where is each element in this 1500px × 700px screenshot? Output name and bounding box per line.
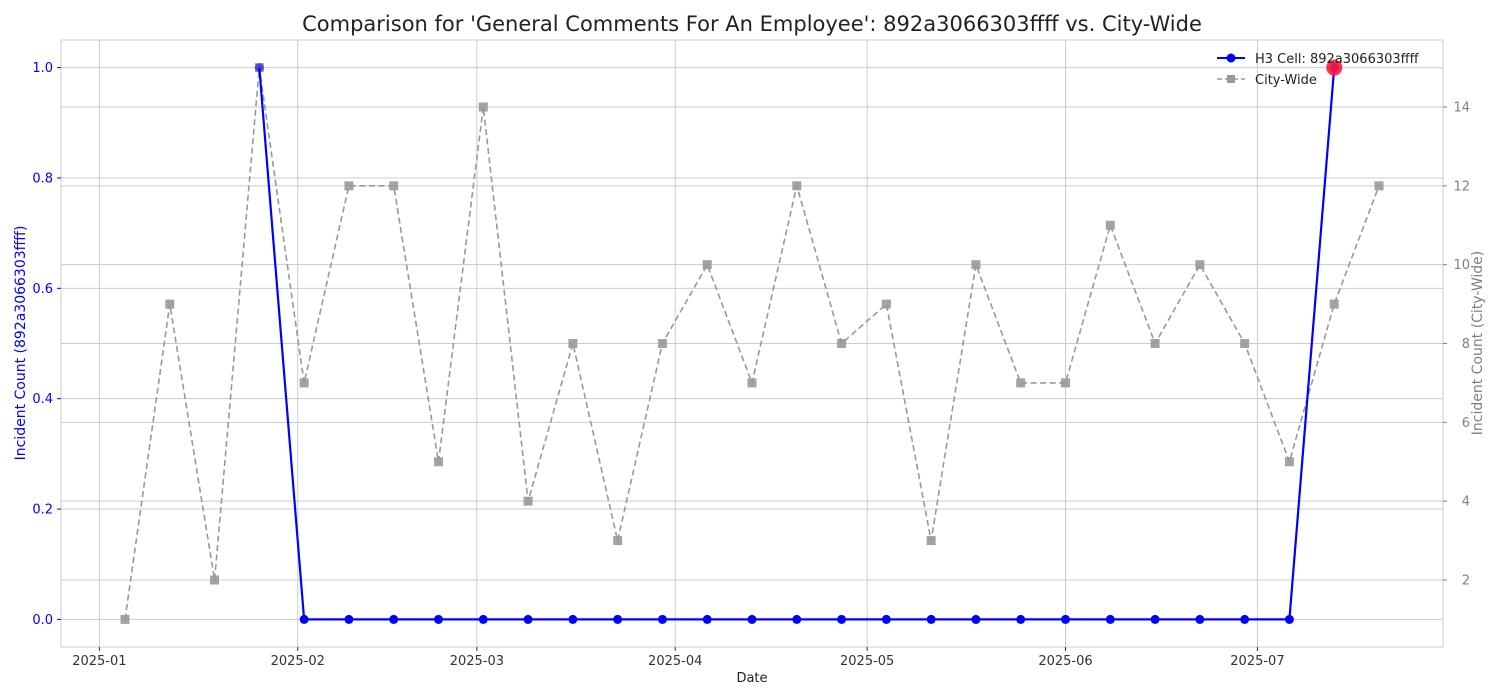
x-axis-ticks: 2025-01 2025-02 2025-03 2025-04 2025-05 2025-…	[72, 647, 1285, 669]
city-wide-point	[1195, 260, 1205, 270]
y-right-tick-label: 2	[1462, 573, 1470, 588]
h3-cell-point	[433, 614, 443, 624]
right-y-axis-label: Incident Count (City-Wide)	[1470, 251, 1486, 435]
x-tick-label: 2025-07	[1230, 654, 1284, 669]
city-wide-point	[1240, 339, 1250, 348]
y-left-tick-label: 0.8	[32, 171, 53, 186]
city-wide-point	[971, 260, 981, 270]
legend-city-label: City-Wide	[1255, 73, 1317, 88]
h3-cell-point	[344, 614, 354, 624]
city-wide-point	[568, 339, 578, 348]
y-left-tick-label: 1.0	[32, 61, 53, 76]
h3-cell-point	[389, 614, 399, 624]
h3-cell-point	[702, 614, 712, 624]
x-tick-label: 2025-04	[648, 654, 702, 669]
city-wide-point	[1105, 220, 1115, 230]
city-wide-point	[299, 378, 309, 388]
h3-cell-point	[881, 614, 891, 624]
h3-cell-point	[299, 614, 309, 624]
y-left-tick-label: 0.2	[32, 503, 53, 518]
city-wide-point	[210, 575, 220, 585]
city-wide-point	[1061, 378, 1071, 388]
h3-cell-point	[1105, 614, 1115, 624]
h3-cell-point	[792, 614, 802, 624]
legend-h3-marker	[1226, 53, 1236, 63]
y-left-tick-label: 0.6	[32, 282, 53, 297]
y-left-tick-label: 0.4	[32, 392, 53, 407]
x-axis-label: Date	[736, 671, 767, 686]
legend-entry-city: City-Wide	[1217, 73, 1317, 88]
city-wide-point	[657, 339, 667, 348]
city-wide-point	[478, 102, 488, 112]
chart-title: Comparison for 'General Comments For An …	[302, 12, 1202, 36]
city-wide-point	[1284, 457, 1294, 467]
x-tick-label: 2025-02	[271, 654, 325, 669]
h3-cell-point	[1150, 614, 1160, 624]
city-wide-point	[1329, 299, 1339, 309]
city-wide-point	[433, 457, 443, 467]
h3-cell-point	[1284, 614, 1294, 624]
y-right-tick-label: 10	[1453, 258, 1470, 273]
h3-cell-point	[1016, 614, 1026, 624]
city-wide-point	[1374, 181, 1384, 191]
y-right-tick-label: 14	[1453, 101, 1470, 116]
h3-cell-point	[478, 614, 488, 624]
city-wide-point	[747, 378, 757, 388]
h3-cell-point	[837, 614, 847, 624]
h3-cell-point	[1195, 614, 1205, 624]
legend-h3-label: H3 Cell: 892a3066303ffff	[1255, 52, 1420, 67]
x-tick-label: 2025-01	[72, 654, 126, 669]
h3-cell-point	[971, 614, 981, 624]
city-wide-point	[165, 299, 175, 309]
h3-cell-point	[926, 614, 936, 624]
legend: H3 Cell: 892a3066303ffff City-Wide	[1217, 52, 1420, 88]
h3-cell-point	[254, 63, 264, 73]
city-wide-point	[389, 181, 399, 191]
y-right-tick-label: 6	[1462, 416, 1470, 431]
legend-city-marker	[1227, 75, 1235, 83]
legend-entry-h3: H3 Cell: 892a3066303ffff	[1217, 52, 1420, 67]
y-right-tick-label: 12	[1453, 179, 1470, 194]
city-wide-point	[1150, 339, 1160, 348]
h3-cell-point	[1240, 614, 1250, 624]
y-left-tick-label: 0.0	[32, 613, 53, 628]
city-wide-point	[613, 536, 623, 546]
h3-cell-point	[613, 614, 623, 624]
h3-cell-point	[523, 614, 533, 624]
right-y-axis-ticks: 2 4 6 8 10 12 14	[1443, 101, 1470, 588]
h3-cell-point	[568, 614, 578, 624]
city-wide-point	[926, 536, 936, 546]
city-wide-point	[792, 181, 802, 191]
city-wide-point	[344, 181, 354, 191]
h3-cell-point	[747, 614, 757, 624]
h3-cell-point	[657, 614, 667, 624]
x-tick-label: 2025-06	[1038, 654, 1092, 669]
city-wide-point	[702, 260, 712, 270]
h3-cell-series	[254, 59, 1343, 624]
h3-highlight-point	[1326, 59, 1343, 76]
left-y-axis-ticks: 0.0 0.2 0.4 0.6 0.8 1.0	[32, 61, 61, 628]
city-wide-point	[1016, 378, 1026, 388]
x-tick-label: 2025-05	[840, 654, 894, 669]
left-y-axis-label: Incident Count (892a3066303ffff)	[13, 226, 29, 461]
city-wide-point	[523, 496, 533, 506]
x-tick-label: 2025-03	[450, 654, 504, 669]
grid-lines	[61, 40, 1443, 647]
y-right-tick-label: 8	[1462, 337, 1470, 352]
h3-cell-point	[1061, 614, 1071, 624]
city-wide-point	[837, 339, 847, 348]
y-right-tick-label: 4	[1462, 495, 1470, 510]
city-wide-point	[881, 299, 891, 309]
city-wide-point	[120, 614, 130, 624]
